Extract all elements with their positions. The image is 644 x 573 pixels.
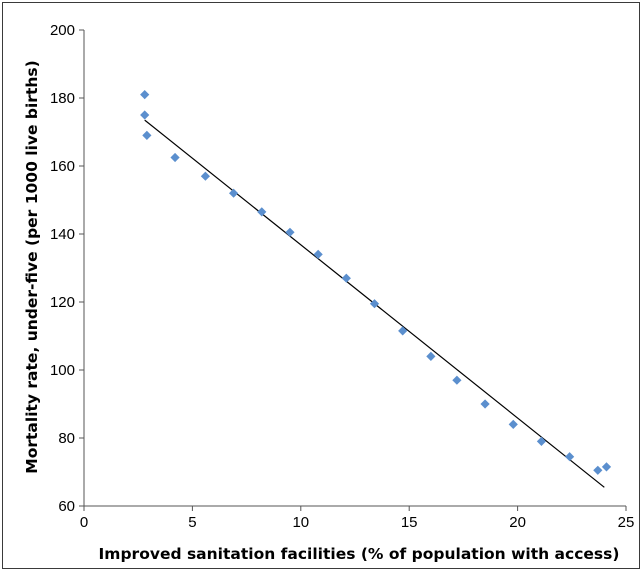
axes: 60 80 100 120 140 160 180 200 0 5 10 15 20 25 [50,22,634,531]
data-point [228,188,239,198]
data-point [170,152,180,163]
data-point [536,436,547,446]
data-point [313,249,323,259]
data-point [200,171,211,181]
data-point [140,90,150,100]
data-point [341,273,351,283]
data-point [593,465,603,475]
data-point [426,351,436,361]
y-axis-title: Mortality rate, under-five (per 1000 liv… [23,60,41,473]
data-point [369,299,380,309]
y-tick-label: 140 [50,226,75,243]
x-tick-label: 5 [188,514,196,531]
data-point [601,462,612,472]
y-tick-label: 200 [50,22,75,39]
data-point [142,130,152,140]
data-point [398,326,408,336]
x-tick-label: 10 [292,514,309,531]
data-point [508,419,518,429]
x-tick-label: 20 [509,514,526,531]
data-points [140,90,612,475]
data-point [257,207,267,217]
y-tick-label: 120 [50,294,75,311]
data-point [565,452,575,462]
y-tick-label: 80 [58,430,75,447]
data-point [452,375,462,385]
y-tick-label: 160 [50,158,75,175]
x-tick-label: 15 [401,514,418,531]
scatter-chart: 60 80 100 120 140 160 180 200 0 5 10 15 20 25 Improve… [23,22,634,563]
axis-labels: Improved sanitation facilities (% of pop… [23,60,619,563]
y-tick-label: 100 [50,362,75,379]
y-tick-label: 60 [58,498,75,515]
x-tick-label: 25 [618,514,635,531]
y-tick-label: 180 [50,90,75,107]
x-tick-label: 0 [80,514,88,531]
data-point [480,399,490,409]
data-point [285,227,295,237]
x-axis-title: Improved sanitation facilities (% of pop… [99,545,620,563]
data-point [140,110,150,120]
